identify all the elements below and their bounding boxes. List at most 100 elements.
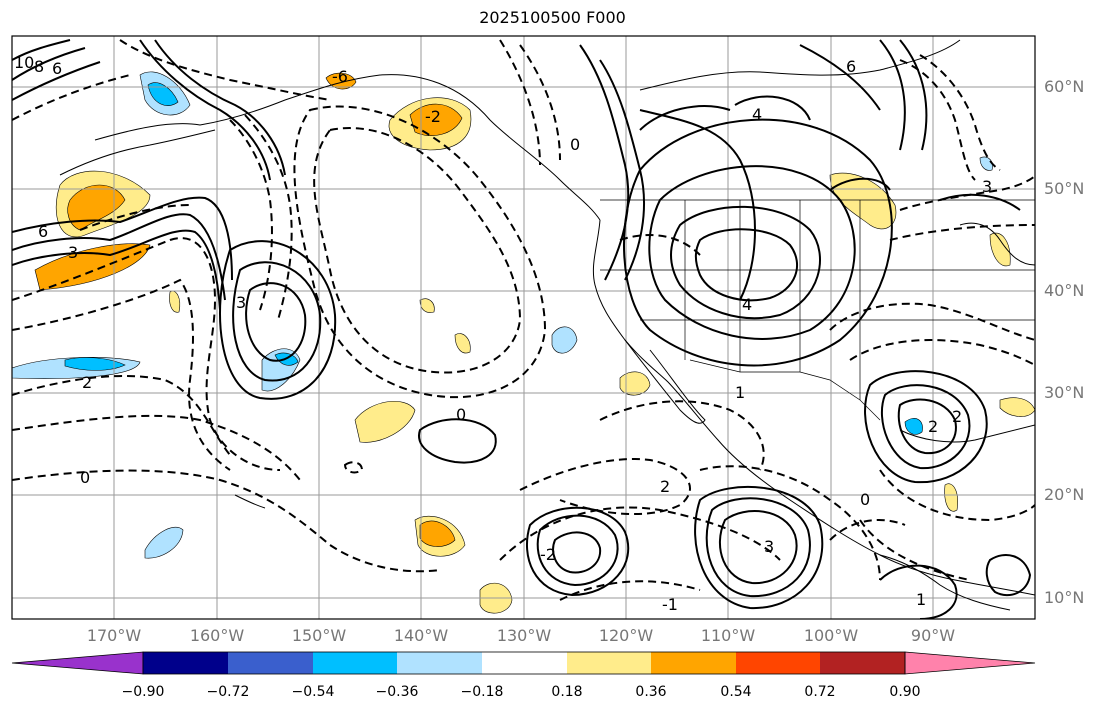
colorbar-tick: −0.36: [375, 684, 419, 700]
contour-label: 4: [742, 295, 752, 314]
lat-label: 10°N: [1044, 588, 1085, 607]
contour-labels: 10 8 6 6 6 3 3 4 4 2 2 2 0 0 0 0 -1 1 1 …: [14, 53, 992, 614]
contour-line: [154, 39, 286, 176]
colorbar-tick: −0.90: [121, 684, 165, 700]
lat-label: 20°N: [1044, 485, 1085, 504]
colorbar-segment: [228, 652, 313, 674]
coastlines: [59, 39, 1035, 611]
contour-line: [12, 61, 101, 101]
graticule: [12, 36, 1035, 619]
colorbar-extend-left: [11, 651, 144, 675]
colorbar-segment: [313, 652, 397, 674]
contour-label: -2: [540, 545, 556, 564]
contour-line: [519, 44, 561, 161]
gulf-coast: [899, 424, 1035, 443]
colorbar-segment: [820, 652, 905, 674]
contour-line: [879, 564, 958, 619]
contour-label: -2: [425, 107, 441, 126]
contour-line: [622, 118, 893, 367]
shade-blue-patch: [64, 357, 126, 371]
contour-line: [849, 339, 1035, 366]
negative-contours: [12, 39, 1035, 601]
shade-orange-patch: [409, 103, 463, 136]
lat-label: 30°N: [1044, 383, 1085, 402]
contour-label: 6: [846, 57, 856, 76]
colorbar-tick: −0.72: [206, 684, 250, 700]
contour-label: 0: [456, 405, 466, 424]
lon-label: 150°W: [291, 626, 347, 645]
contour-line: [552, 531, 602, 574]
contour-label: 10: [14, 53, 34, 72]
colorbar-tick: 0.90: [889, 684, 921, 700]
lat-label: 40°N: [1044, 281, 1085, 300]
contour-line: [499, 506, 781, 561]
great-lakes: [959, 222, 1035, 266]
contour-line: [619, 234, 701, 256]
colorbar-outline: [142, 651, 906, 675]
shade-orange-patch: [67, 184, 126, 231]
contour-line: [313, 127, 522, 374]
contour-line: [919, 54, 1001, 171]
contour-label: 0: [860, 490, 870, 509]
shade-yellow-patch: [169, 290, 181, 313]
contour-label: 3: [236, 293, 246, 312]
contour-line: [599, 400, 765, 471]
contour-label: 0: [80, 468, 90, 487]
contour-line: [899, 175, 1035, 211]
hawaii-islands: [234, 494, 266, 509]
colorbar-tick: 0.18: [551, 684, 583, 700]
contour-line: [889, 224, 1035, 241]
lat-label: 50°N: [1044, 179, 1085, 198]
contour-line: [799, 44, 881, 111]
contour-line: [718, 510, 798, 585]
contour-line: [12, 229, 221, 311]
contour-line: [12, 47, 86, 81]
contour-label: 2: [82, 373, 92, 392]
contour-line: [670, 205, 821, 320]
aleutian-chain: [59, 129, 216, 176]
contour-label: 0: [570, 135, 580, 154]
shade-yellow-patch: [989, 232, 1011, 267]
contour-line: [648, 165, 856, 340]
contour-line: [639, 105, 731, 131]
shade-blue-patch: [144, 526, 184, 559]
contour-line: [899, 39, 928, 151]
contour-line: [879, 469, 1035, 522]
contour-line: [519, 458, 691, 516]
contour-label: 4: [752, 105, 762, 124]
colorbar: [11, 651, 1036, 675]
contour-line: [79, 204, 191, 231]
contour-line: [829, 177, 891, 191]
contour-line: [219, 240, 337, 400]
us-mexico-border: [689, 359, 881, 421]
shaded-regions: [12, 71, 1035, 614]
contour-line: [694, 228, 799, 302]
contour-label: 2: [952, 407, 962, 426]
contour-line: [829, 302, 1035, 341]
contour-line: [880, 384, 971, 470]
alaska-coast: [94, 74, 601, 221]
shade-blue-patch: [904, 418, 923, 435]
contour-label: 3: [68, 243, 78, 262]
colorbar-tick: 0.72: [804, 684, 836, 700]
contour-label: 8: [34, 57, 44, 76]
contour-line: [559, 580, 701, 601]
colorbar-tick: −0.54: [291, 684, 335, 700]
shade-yellow-patch: [944, 483, 958, 512]
shade-yellow-patch: [454, 333, 471, 354]
central-america: [879, 554, 1011, 611]
contour-line: [12, 196, 233, 281]
contour-label: 6: [38, 222, 48, 241]
contour-label: 2: [928, 417, 938, 436]
contour-label: 3: [764, 537, 774, 556]
colorbar-segment: [567, 652, 651, 674]
contour-line: [897, 398, 957, 455]
west-coast-na: [592, 219, 1035, 596]
contour-line: [418, 418, 497, 464]
lon-label: 110°W: [700, 626, 756, 645]
contour-line: [343, 461, 364, 474]
contour-line: [12, 213, 226, 301]
lon-label: 100°W: [803, 626, 859, 645]
lon-label: 90°W: [910, 626, 956, 645]
